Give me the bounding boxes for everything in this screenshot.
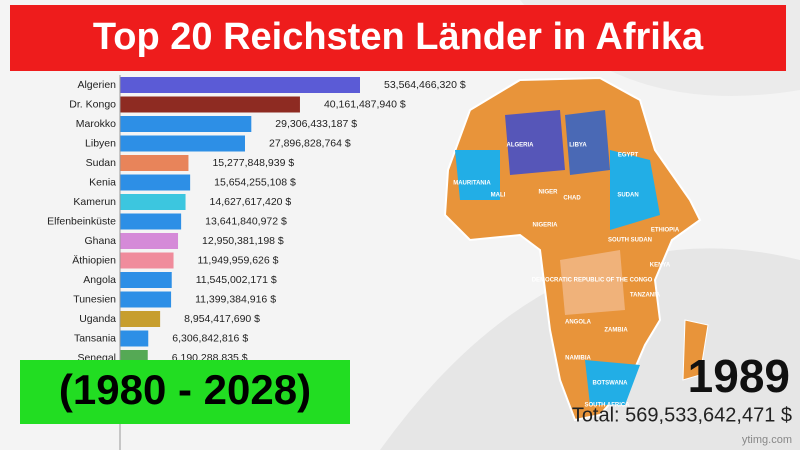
map-label: ANGOLA xyxy=(565,320,592,326)
map-region xyxy=(585,360,640,405)
map-label: NIGERIA xyxy=(532,223,558,229)
value-label: 6,306,842,816 $ xyxy=(172,332,248,344)
map-label: TANZANIA xyxy=(630,293,661,299)
map-label: MAURITANIA xyxy=(453,181,491,187)
bar xyxy=(120,116,252,132)
map-label: DEMOCRATIC REPUBLIC OF THE CONGO xyxy=(532,278,653,284)
chart-title: Top 20 Reichsten Länder in Afrika xyxy=(93,16,704,58)
bar xyxy=(120,194,186,210)
map-region xyxy=(565,110,610,175)
year: 1989 xyxy=(688,350,790,402)
map-label: ETHIOPIA xyxy=(651,228,680,234)
category-label: Elfenbeinküste xyxy=(47,215,116,227)
category-label: Libyen xyxy=(85,137,116,149)
bar xyxy=(120,213,182,230)
map-label: SOUTH SUDAN xyxy=(608,238,652,244)
bar xyxy=(120,291,172,308)
value-label: 11,545,002,171 $ xyxy=(196,274,277,286)
category-label: Angola xyxy=(83,274,116,286)
map-label: SUDAN xyxy=(617,193,638,199)
value-label: 40,161,487,940 $ xyxy=(324,98,406,110)
category-label: Äthiopien xyxy=(72,254,116,266)
map-region xyxy=(455,150,500,200)
value-label: 14,627,617,420 $ xyxy=(210,196,292,208)
category-label: Tunesien xyxy=(73,293,116,305)
map-label: EGYPT xyxy=(618,153,639,159)
value-label: 12,950,381,198 $ xyxy=(202,235,284,247)
map-label: NIGER xyxy=(538,190,558,196)
value-label: 27,896,828,764 $ xyxy=(269,137,351,149)
category-label: Algerien xyxy=(77,79,116,91)
value-label: 15,654,255,108 $ xyxy=(214,176,296,188)
watermark: ytimg.com xyxy=(742,434,792,446)
map-label: KENYA xyxy=(650,263,671,269)
madagascar xyxy=(682,319,709,381)
subtitle-box xyxy=(20,360,350,424)
bar xyxy=(120,330,149,347)
value-label: 8,954,417,690 $ xyxy=(184,313,260,325)
category-label: Sudan xyxy=(86,157,117,169)
value-label: 11,399,384,916 $ xyxy=(195,293,276,305)
map-label: CHAD xyxy=(563,196,581,202)
total-label: Total: 569,533,642,471 $ xyxy=(572,404,792,426)
bar xyxy=(120,233,179,249)
bar xyxy=(120,96,300,113)
value-label: 29,306,433,187 $ xyxy=(275,118,357,130)
map-label: BOTSWANA xyxy=(593,381,629,387)
map-label: NAMIBIA xyxy=(565,356,591,362)
map-region xyxy=(560,250,625,315)
category-label: Ghana xyxy=(84,235,116,247)
bar xyxy=(120,77,360,93)
subtitle: (1980 - 2028) xyxy=(59,366,311,413)
map-label: MALI xyxy=(491,193,506,199)
bar xyxy=(120,135,245,152)
map-label: SOUTH AFRICA xyxy=(584,403,630,409)
category-label: Marokko xyxy=(76,118,116,130)
title-box xyxy=(10,5,786,71)
map-label: LIBYA xyxy=(569,143,587,149)
value-label: 15,277,848,939 $ xyxy=(212,157,294,169)
value-label: 13,641,840,972 $ xyxy=(205,215,287,227)
value-label: 53,564,466,320 $ xyxy=(384,79,466,91)
category-label: Kamerun xyxy=(73,196,116,208)
bar xyxy=(120,252,174,269)
category-label: Dr. Kongo xyxy=(69,98,116,110)
bar xyxy=(120,272,172,288)
map-label: ZAMBIA xyxy=(604,328,628,334)
bar xyxy=(120,155,189,171)
category-label: Tansania xyxy=(74,332,116,344)
category-label: Uganda xyxy=(79,313,116,325)
map-region xyxy=(505,110,565,175)
bar xyxy=(120,311,161,327)
category-label: Kenia xyxy=(89,176,116,188)
value-label: 11,949,959,626 $ xyxy=(198,254,279,266)
map-region xyxy=(610,150,660,230)
bar xyxy=(120,174,191,191)
map-label: ALGERIA xyxy=(507,143,535,149)
